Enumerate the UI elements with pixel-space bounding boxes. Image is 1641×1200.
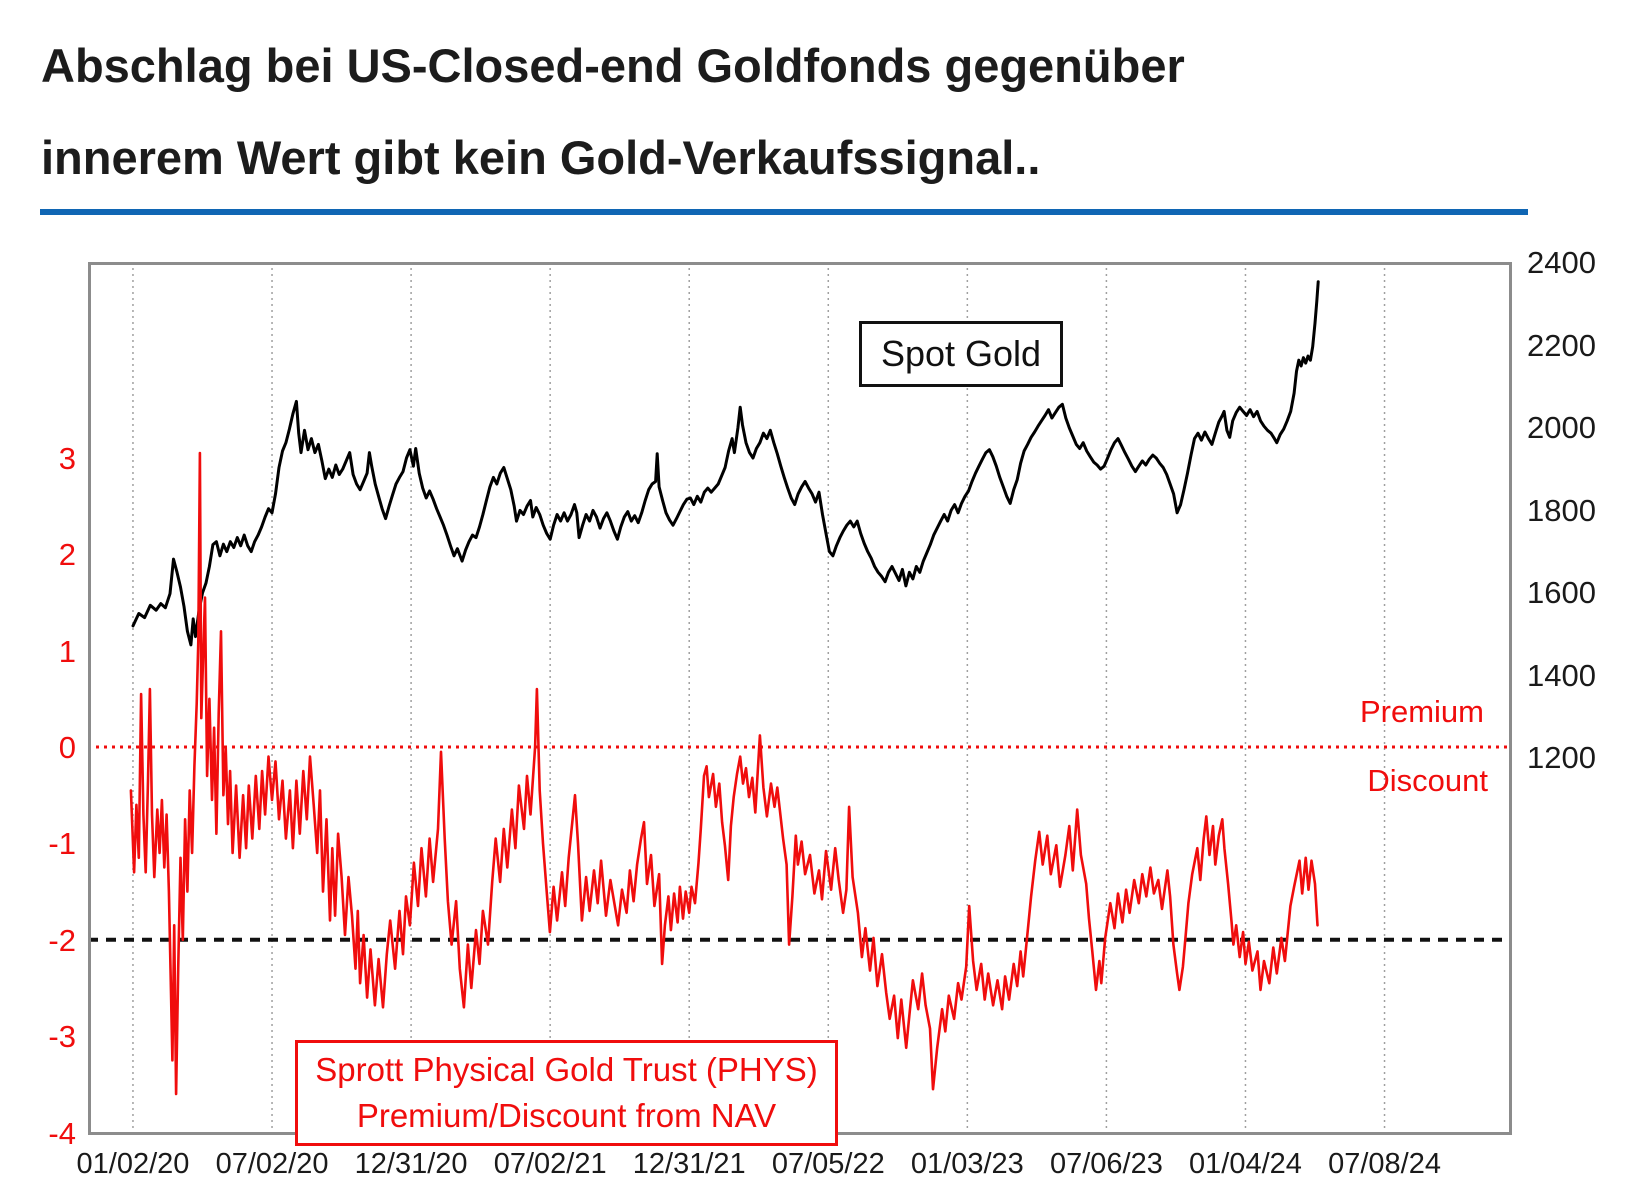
phys-legend-box: Sprott Physical Gold Trust (PHYS) Premiu…: [295, 1040, 838, 1146]
right-axis-tick-2000: 2000: [1527, 410, 1596, 446]
left-axis-tick-3: 3: [58, 440, 76, 476]
x-axis-label-01/03/23: 01/03/23: [910, 1148, 1024, 1180]
phys-legend-line2: Premium/Discount from NAV: [356, 1097, 777, 1134]
premium-label: Premium: [1359, 694, 1484, 729]
right-axis-tick-1800: 1800: [1527, 492, 1596, 528]
spot-gold-legend-box: Spot Gold: [859, 321, 1063, 387]
page-title: Abschlag bei US-Closed-end Goldfonds geg…: [41, 20, 1541, 204]
x-axis-label-01/02/20: 01/02/20: [76, 1148, 190, 1180]
right-axis-tick-1400: 1400: [1527, 657, 1596, 693]
right-axis-tick-1200: 1200: [1527, 740, 1596, 776]
spot-gold-label: Spot Gold: [880, 333, 1042, 374]
x-axis-label-07/08/24: 07/08/24: [1328, 1148, 1441, 1180]
x-axis-label-07/05/22: 07/05/22: [771, 1148, 885, 1180]
x-axis-label-01/04/24: 01/04/24: [1189, 1148, 1302, 1180]
x-axis-label-07/02/20: 07/02/20: [215, 1148, 329, 1180]
x-axis-label-12/31/21: 12/31/21: [632, 1148, 746, 1180]
discount-label: Discount: [1367, 763, 1488, 798]
left-axis-tick-2: 2: [58, 537, 76, 573]
page-title-line2: innerem Wert gibt kein Gold-Verkaufssign…: [41, 131, 1041, 184]
left-axis-tick--3: -3: [48, 1019, 76, 1055]
left-axis-tick--2: -2: [48, 922, 76, 958]
right-axis-tick-2400: 2400: [1527, 245, 1596, 280]
x-axis-label-07/06/23: 07/06/23: [1049, 1148, 1163, 1180]
page-title-line1: Abschlag bei US-Closed-end Goldfonds geg…: [41, 39, 1185, 92]
phys-legend-line1: Sprott Physical Gold Trust (PHYS): [315, 1051, 818, 1088]
right-axis-tick-2200: 2200: [1527, 327, 1596, 363]
right-axis-tick-1600: 1600: [1527, 575, 1596, 611]
x-axis-label-12/31/20: 12/31/20: [354, 1148, 468, 1180]
left-axis-tick-0: 0: [58, 729, 76, 765]
spot-gold-series: [131, 280, 1320, 647]
premium-discount-series: [129, 451, 1319, 1096]
title-divider-rule: [40, 209, 1528, 215]
left-axis-tick--1: -1: [48, 826, 76, 862]
x-axis-label-07/02/21: 07/02/21: [493, 1148, 607, 1180]
left-axis-tick--4: -4: [48, 1115, 76, 1151]
left-axis-tick-1: 1: [58, 633, 76, 669]
